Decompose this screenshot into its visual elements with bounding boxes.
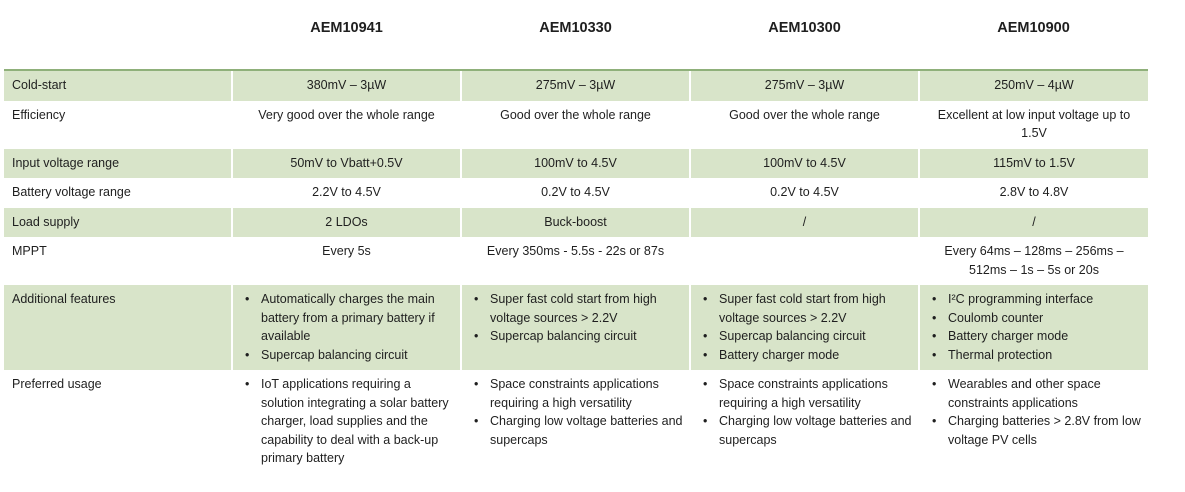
bullet-cell: Space constraints applications requiring… [461,370,691,474]
cell: Good over the whole range [461,100,691,149]
row-additional-features: Additional features Automatically charge… [4,285,1148,370]
header-aem10941: AEM10941 [232,0,461,71]
bullet-list: Space constraints applications requiring… [699,375,914,449]
row-label: Load supply [4,207,233,237]
bullet-list: Wearables and other space constraints ap… [928,375,1144,449]
bullet-item: Supercap balancing circuit [241,346,456,365]
row-efficiency: Efficiency Very good over the whole rang… [4,100,1148,149]
bullet-item: Space constraints applications requiring… [699,375,914,412]
header-aem10900: AEM10900 [919,0,1148,71]
bullet-cell: IoT applications requiring a solution in… [232,370,462,474]
bullet-item: Coulomb counter [928,309,1144,328]
bullet-list: Space constraints applications requiring… [470,375,685,449]
row-label: MPPT [4,237,233,285]
cell: Every 5s [232,237,462,285]
bullet-cell: Super fast cold start from high voltage … [461,285,691,370]
bullet-cell: Space constraints applications requiring… [690,370,920,474]
row-label: Preferred usage [4,370,233,474]
row-load-supply: Load supply 2 LDOs Buck-boost / / [4,207,1148,237]
bullet-list: IoT applications requiring a solution in… [241,375,456,468]
cell: Good over the whole range [690,100,920,149]
bullet-item: I²C programming interface [928,290,1144,309]
cell: 100mV to 4.5V [690,148,920,178]
bullet-item: Supercap balancing circuit [699,327,914,346]
header-aem10330: AEM10330 [461,0,690,71]
bullet-cell: Super fast cold start from high voltage … [690,285,920,370]
row-battery-voltage-range: Battery voltage range 2.2V to 4.5V 0.2V … [4,178,1148,208]
cell: 50mV to Vbatt+0.5V [232,148,462,178]
bullet-list: I²C programming interfaceCoulomb counter… [928,290,1144,364]
bullet-cell: Automatically charges the main battery f… [232,285,462,370]
bullet-item: Thermal protection [928,346,1144,365]
cell: 380mV – 3µW [232,70,462,101]
bullet-item: Super fast cold start from high voltage … [470,290,685,327]
cell: 115mV to 1.5V [919,148,1148,178]
cell: Very good over the whole range [232,100,462,149]
cell: 275mV – 3µW [461,70,691,101]
bullet-list: Automatically charges the main battery f… [241,290,456,364]
row-input-voltage-range: Input voltage range 50mV to Vbatt+0.5V 1… [4,148,1148,178]
bullet-item: Wearables and other space constraints ap… [928,375,1144,412]
bullet-cell: Wearables and other space constraints ap… [919,370,1148,474]
bullet-item: Automatically charges the main battery f… [241,290,456,346]
bullet-item: Space constraints applications requiring… [470,375,685,412]
cell: 0.2V to 4.5V [461,178,691,208]
cell: / [919,207,1148,237]
cell: 0.2V to 4.5V [690,178,920,208]
row-mppt: MPPT Every 5s Every 350ms - 5.5s - 22s o… [4,237,1148,285]
bullet-item: Battery charger mode [928,327,1144,346]
bullet-item: Battery charger mode [699,346,914,365]
bullet-list: Super fast cold start from high voltage … [699,290,914,364]
cell: Excellent at low input voltage up to 1.5… [937,107,1131,141]
row-cold-start: Cold-start 380mV – 3µW 275mV – 3µW 275mV… [4,70,1148,101]
bullet-item: Supercap balancing circuit [470,327,685,346]
cell: Buck-boost [461,207,691,237]
bullet-cell: I²C programming interfaceCoulomb counter… [919,285,1148,370]
bullet-item: Super fast cold start from high voltage … [699,290,914,327]
header-corner [4,0,232,71]
bullet-item: Charging low voltage batteries and super… [470,412,685,449]
cell: 2 LDOs [232,207,462,237]
cell: 275mV – 3µW [690,70,920,101]
cell: 100mV to 4.5V [461,148,691,178]
cell: Every 64ms – 128ms – 256ms – 512ms – 1s … [944,244,1124,277]
row-label: Input voltage range [4,148,233,178]
row-preferred-usage: Preferred usage IoT applications requiri… [4,370,1148,474]
header-aem10300: AEM10300 [690,0,919,71]
row-label: Cold-start [4,70,233,101]
header-row: AEM10941 AEM10330 AEM10300 AEM10900 [4,0,1148,71]
cell: Every 350ms - 5.5s - 22s or 87s [461,237,691,285]
bullet-list: Super fast cold start from high voltage … [470,290,685,346]
cell-empty [690,237,920,285]
bullet-item: Charging low voltage batteries and super… [699,412,914,449]
row-label: Additional features [4,285,233,370]
cell: 2.2V to 4.5V [232,178,462,208]
comparison-table: AEM10941 AEM10330 AEM10300 AEM10900 Cold… [4,0,1148,474]
row-label: Efficiency [4,100,233,149]
cell: / [690,207,920,237]
cell: 2.8V to 4.8V [999,185,1069,199]
bullet-item: Charging batteries > 2.8V from low volta… [928,412,1144,449]
bullet-item: IoT applications requiring a solution in… [241,375,456,468]
cell: 250mV – 4µW [919,70,1148,101]
row-label: Battery voltage range [4,178,233,208]
